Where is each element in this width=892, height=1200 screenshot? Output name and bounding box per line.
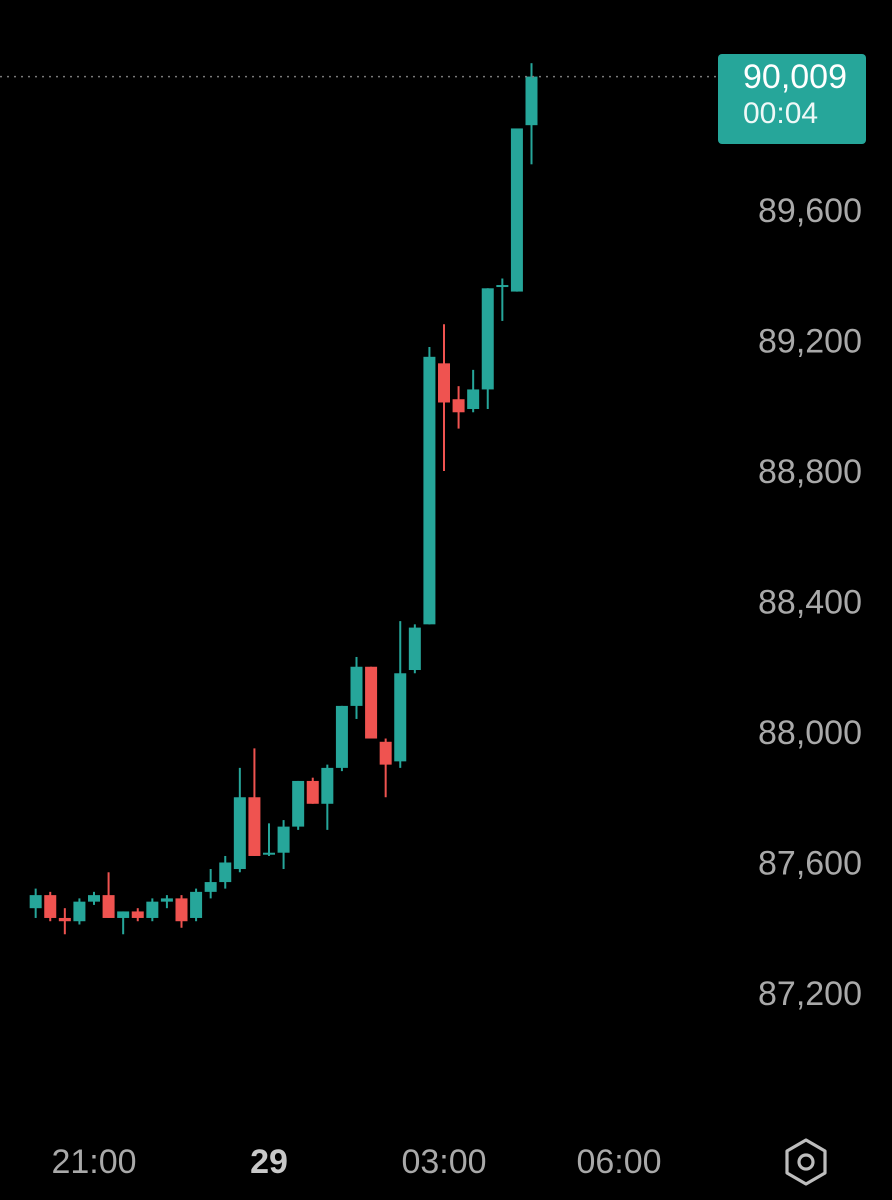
candle-31 bbox=[481, 288, 494, 410]
candle-10 bbox=[175, 895, 188, 928]
candles-layer bbox=[29, 63, 538, 935]
candle-body bbox=[29, 895, 42, 909]
candle-body bbox=[335, 705, 348, 768]
candle-body bbox=[160, 898, 173, 902]
candle-body bbox=[190, 891, 203, 918]
price-tick-label: 87,200 bbox=[758, 975, 862, 1013]
candle-body bbox=[452, 399, 465, 413]
candle-23 bbox=[365, 666, 378, 739]
price-tick-label: 89,600 bbox=[758, 192, 862, 230]
candle-7 bbox=[131, 908, 144, 922]
candle-0 bbox=[29, 888, 42, 918]
candle-30 bbox=[467, 369, 480, 413]
candle-body bbox=[394, 673, 407, 762]
candle-body bbox=[233, 797, 246, 870]
candle-body bbox=[88, 895, 100, 902]
candle-body bbox=[73, 901, 86, 922]
price-axis[interactable]: 89,600 89,200 88,800 88,400 88,000 87,600 87,2… bbox=[758, 192, 862, 1013]
price-tick-label: 87,600 bbox=[758, 845, 862, 883]
candle-countdown: 00:04 bbox=[743, 97, 819, 130]
candle-22 bbox=[350, 656, 363, 719]
candle-11 bbox=[190, 888, 203, 922]
candle-body bbox=[102, 895, 115, 918]
candle-body bbox=[175, 898, 188, 922]
candle-body bbox=[248, 797, 261, 856]
candle-body bbox=[423, 356, 436, 625]
candle-14 bbox=[233, 767, 246, 873]
candle-32 bbox=[496, 278, 509, 321]
candle-body bbox=[481, 288, 494, 390]
candle-body bbox=[146, 901, 159, 918]
candle-body bbox=[365, 666, 378, 739]
candle-12 bbox=[204, 869, 217, 899]
candle-body bbox=[263, 852, 275, 855]
time-tick-label: 21:00 bbox=[51, 1143, 136, 1181]
candle-21 bbox=[335, 705, 348, 772]
candle-body bbox=[379, 741, 392, 765]
candle-24 bbox=[379, 738, 392, 798]
candle-2 bbox=[58, 908, 71, 935]
candle-26 bbox=[408, 624, 421, 674]
candle-6 bbox=[117, 911, 130, 935]
candle-body bbox=[219, 862, 232, 883]
candle-body bbox=[438, 363, 450, 403]
candle-29 bbox=[452, 386, 465, 429]
candle-15 bbox=[248, 748, 261, 856]
candle-body bbox=[44, 895, 57, 918]
candle-20 bbox=[321, 764, 334, 830]
candle-19 bbox=[306, 777, 319, 804]
candle-body bbox=[525, 76, 538, 126]
candle-18 bbox=[292, 780, 305, 830]
candle-body bbox=[496, 285, 509, 288]
time-tick-label: 29 bbox=[250, 1143, 288, 1181]
candle-1 bbox=[44, 891, 57, 922]
price-tick-label: 88,000 bbox=[758, 714, 862, 752]
price-tick-label: 89,200 bbox=[758, 323, 862, 361]
candle-28 bbox=[438, 324, 450, 471]
candle-13 bbox=[219, 855, 232, 889]
candle-body bbox=[350, 666, 363, 706]
current-price-value: 90,009 bbox=[743, 58, 847, 96]
candle-25 bbox=[394, 621, 407, 768]
candle-9 bbox=[160, 895, 173, 909]
candle-8 bbox=[146, 898, 159, 922]
candle-body bbox=[131, 911, 144, 918]
candle-3 bbox=[73, 898, 86, 925]
candle-body bbox=[58, 917, 71, 922]
time-tick-label: 03:00 bbox=[401, 1143, 486, 1181]
time-tick-label: 06:00 bbox=[576, 1143, 661, 1181]
price-tick-label: 88,800 bbox=[758, 453, 862, 491]
candle-body bbox=[204, 882, 217, 892]
candle-body bbox=[292, 780, 305, 827]
candle-4 bbox=[88, 891, 100, 905]
price-tick-label: 88,400 bbox=[758, 584, 862, 622]
chart-settings-button[interactable] bbox=[780, 1136, 832, 1188]
candle-body bbox=[306, 780, 319, 804]
candle-16 bbox=[263, 823, 275, 856]
candle-body bbox=[467, 389, 480, 410]
candle-body bbox=[117, 911, 130, 918]
current-price-label: 90,009 00:04 bbox=[718, 54, 866, 144]
candle-body bbox=[321, 767, 334, 804]
candle-27 bbox=[423, 347, 436, 625]
candle-body bbox=[277, 826, 290, 853]
settings-hexagon-icon bbox=[785, 1138, 827, 1186]
candle-34 bbox=[525, 63, 538, 165]
candle-body bbox=[510, 128, 523, 292]
candle-5 bbox=[102, 872, 115, 918]
candle-33 bbox=[510, 128, 523, 292]
candle-17 bbox=[277, 820, 290, 870]
time-axis[interactable]: 21:00 29 03:00 06:00 bbox=[51, 1143, 661, 1181]
candle-body bbox=[408, 627, 421, 671]
